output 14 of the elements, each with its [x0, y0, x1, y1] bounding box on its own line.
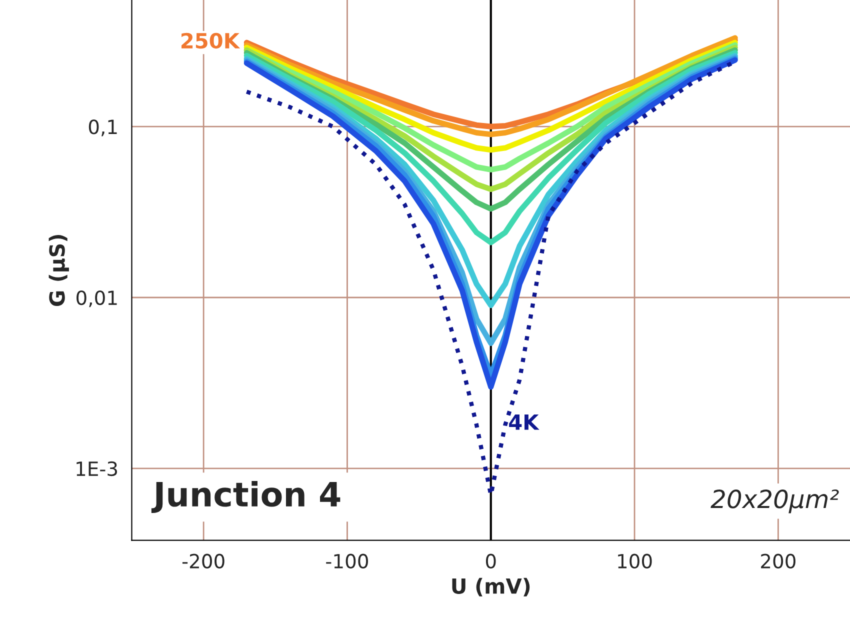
y-tick-label: 0,01 — [76, 290, 117, 308]
x-tick-label: -200 — [182, 554, 224, 569]
x-axis-title: U (mV) — [452, 578, 530, 596]
annotation: 20x20μm² — [710, 490, 839, 514]
x-tick-label: 200 — [761, 554, 796, 569]
y-tick-label: 0,1 — [88, 120, 117, 136]
y-tick-label: 1E-3 — [76, 461, 117, 476]
x-tick-label: 0 — [486, 554, 496, 569]
annotation: Junction 4 — [151, 480, 340, 513]
y-axis-title: G (µS) — [48, 235, 69, 306]
x-tick-label: 100 — [618, 554, 652, 569]
x-tick-label: -100 — [326, 554, 368, 569]
series-label: 250K — [182, 32, 240, 49]
series-label: 4K — [509, 414, 540, 430]
